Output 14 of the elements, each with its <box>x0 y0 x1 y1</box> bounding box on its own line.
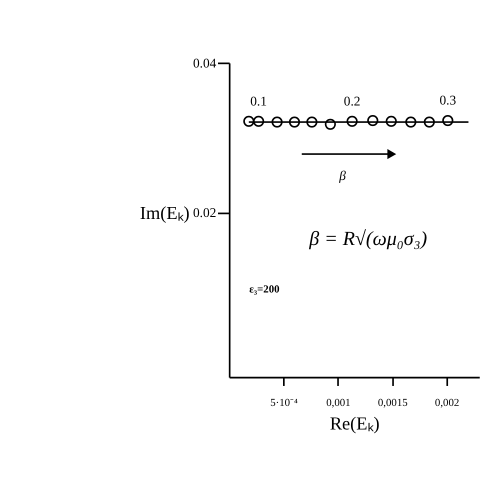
x-axis-title: Re(Eₖ) <box>330 413 380 434</box>
annotation: 0.2 <box>344 93 360 108</box>
y-axis-title: Im(Eₖ) <box>140 202 190 223</box>
annotation: 0.1 <box>250 93 267 108</box>
annotation: β <box>338 168 346 184</box>
x-tick-label: 0,0015 <box>378 396 408 409</box>
y-tick-label: 0.04 <box>192 56 217 71</box>
annotation: β = R√(ωμ₀σ₃) <box>308 228 428 250</box>
y-tick-label: 0.02 <box>192 205 216 220</box>
x-tick-label: 0,001 <box>326 396 351 409</box>
annotation: ε₃=200 <box>249 284 280 296</box>
x-tick-label: 5·10⁻⁴ <box>270 396 298 409</box>
x-tick-label: 0,002 <box>434 396 460 409</box>
annotation: 0.3 <box>439 92 456 108</box>
